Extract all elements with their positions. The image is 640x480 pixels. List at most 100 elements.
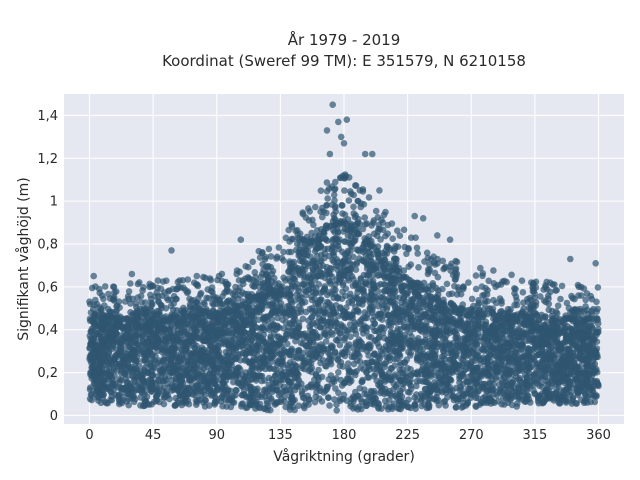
- data-point: [242, 369, 249, 376]
- data-point: [402, 370, 409, 378]
- data-point: [222, 368, 229, 376]
- data-point: [420, 350, 427, 358]
- data-point: [342, 332, 349, 339]
- data-point: [264, 313, 271, 321]
- data-point: [215, 351, 222, 359]
- data-point: [425, 402, 433, 409]
- data-point: [255, 336, 262, 344]
- data-point: [451, 329, 459, 337]
- data-point: [479, 381, 486, 388]
- data-point: [419, 313, 427, 321]
- data-point: [385, 354, 392, 362]
- data-point: [356, 358, 364, 366]
- data-point: [297, 308, 305, 316]
- data-point: [282, 331, 290, 338]
- data-point: [555, 385, 563, 393]
- data-point: [277, 376, 285, 384]
- data-point: [524, 386, 531, 394]
- data-point: [473, 342, 481, 350]
- data-point: [341, 348, 349, 356]
- data-point: [521, 379, 528, 386]
- data-point: [541, 323, 549, 331]
- data-point: [482, 327, 489, 335]
- data-point: [369, 395, 377, 403]
- data-point: [121, 371, 129, 378]
- data-point: [310, 346, 318, 353]
- data-point: [338, 382, 346, 389]
- data-point: [125, 401, 132, 409]
- data-point: [468, 362, 475, 370]
- data-point: [206, 402, 213, 409]
- data-point: [291, 374, 299, 382]
- data-point: [496, 343, 504, 350]
- data-point: [377, 388, 385, 395]
- data-point: [308, 329, 316, 336]
- data-point: [193, 355, 201, 363]
- data-point: [213, 345, 220, 353]
- data-point: [411, 394, 419, 401]
- data-point: [178, 381, 185, 388]
- data-point: [172, 401, 180, 409]
- data-point: [236, 350, 244, 358]
- data-point: [452, 384, 460, 392]
- data-point: [352, 404, 359, 411]
- data-point: [301, 365, 308, 373]
- data-point: [127, 383, 135, 390]
- data-point: [371, 320, 379, 328]
- data-point: [159, 387, 167, 395]
- data-point: [325, 289, 333, 296]
- data-point: [227, 403, 235, 411]
- data-point: [563, 397, 570, 404]
- data-point: [318, 317, 325, 325]
- data-point: [284, 361, 291, 369]
- data-point: [220, 380, 228, 387]
- data-point: [503, 354, 510, 362]
- data-point: [438, 360, 446, 367]
- data-point: [556, 348, 563, 355]
- data-point: [238, 403, 245, 410]
- data-point: [151, 318, 158, 326]
- data-point: [253, 346, 261, 353]
- data-point: [291, 276, 299, 283]
- data-point: [211, 399, 218, 407]
- data-point: [564, 346, 571, 354]
- data-point: [361, 309, 369, 316]
- data-point: [488, 377, 496, 384]
- data-point: [365, 271, 372, 278]
- data-point: [353, 307, 361, 314]
- data-point: [312, 372, 320, 379]
- data-point: [550, 368, 557, 376]
- data-point: [355, 342, 362, 349]
- data-point: [323, 237, 331, 244]
- data-point: [577, 362, 584, 370]
- data-point: [359, 378, 366, 385]
- data-point: [538, 347, 546, 354]
- data-point: [276, 382, 284, 389]
- data-point: [568, 388, 575, 396]
- data-point: [439, 318, 447, 325]
- data-point: [331, 396, 338, 403]
- data-points: [86, 101, 602, 414]
- data-point: [380, 281, 388, 288]
- data-point: [365, 293, 372, 301]
- data-point: [98, 338, 106, 346]
- data-point: [193, 342, 200, 350]
- data-point: [175, 358, 182, 366]
- data-point: [405, 403, 412, 411]
- data-point: [309, 269, 317, 277]
- data-point: [347, 290, 354, 298]
- data-point: [148, 377, 155, 385]
- data-point: [119, 397, 127, 404]
- data-point: [381, 287, 388, 295]
- data-point: [381, 378, 389, 385]
- data-point: [318, 373, 326, 381]
- data-point: [386, 396, 393, 404]
- data-point: [290, 353, 297, 361]
- data-point: [474, 394, 482, 402]
- data-point: [550, 334, 558, 342]
- data-point: [479, 320, 486, 328]
- data-point: [535, 394, 542, 402]
- data-point: [321, 274, 329, 282]
- data-point: [594, 381, 602, 389]
- data-point: [347, 260, 354, 267]
